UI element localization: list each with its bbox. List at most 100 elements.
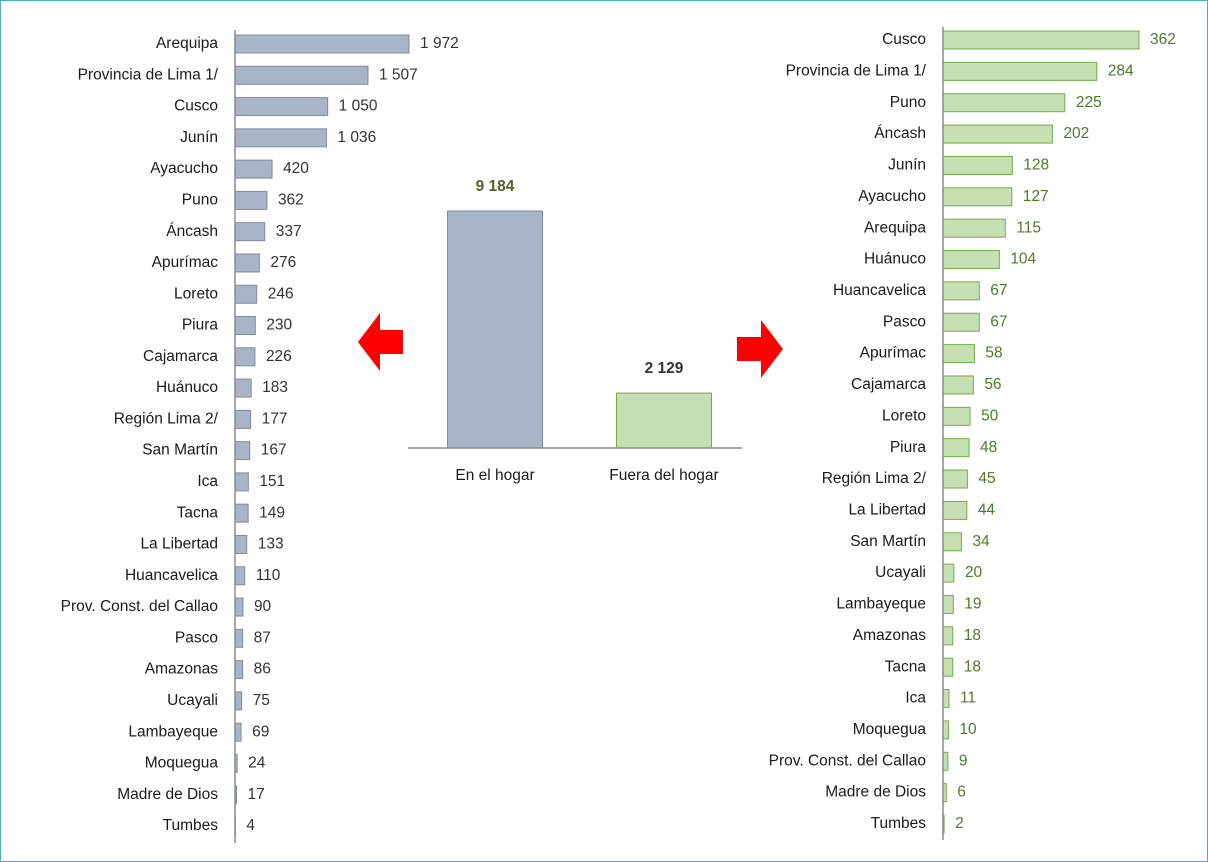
category-label: Lambayeque	[128, 723, 218, 740]
value-label: 133	[258, 536, 284, 553]
category-label: Lambayeque	[836, 596, 926, 613]
category-label: Amazonas	[145, 661, 218, 678]
category-label: Puno	[890, 94, 926, 111]
value-label: 86	[254, 661, 271, 678]
category-label: Cajamarca	[143, 348, 218, 365]
category-label: Fuera del hogar	[609, 467, 718, 484]
category-label: Loreto	[174, 285, 218, 302]
bar	[942, 469, 968, 489]
category-label: Tacna	[177, 504, 219, 521]
value-label: 44	[978, 501, 996, 518]
category-label: Moquegua	[145, 755, 219, 772]
bar	[234, 472, 249, 492]
bar	[942, 312, 980, 332]
category-label: Pasco	[175, 629, 218, 646]
bar	[234, 190, 268, 210]
value-label: 45	[978, 470, 995, 487]
bar	[234, 566, 246, 586]
category-label: Áncash	[874, 125, 926, 142]
category-label: Ica	[197, 473, 218, 490]
category-label: Loreto	[882, 407, 926, 424]
category-label: Ica	[905, 690, 926, 707]
category-label: Piura	[182, 317, 219, 334]
value-label: 127	[1023, 188, 1049, 205]
bar	[234, 534, 248, 554]
category-label: Huancavelica	[833, 282, 926, 299]
value-label: 1 050	[339, 98, 378, 115]
bar	[942, 250, 1000, 270]
bar	[942, 155, 1013, 175]
value-label: 1 507	[379, 66, 418, 83]
value-label: 10	[959, 721, 977, 738]
value-label: 284	[1108, 62, 1134, 79]
bar	[942, 500, 968, 520]
bar	[942, 61, 1098, 81]
category-label: Amazonas	[853, 627, 926, 644]
category-label: Región Lima 2/	[114, 410, 219, 427]
value-label: 9	[959, 752, 968, 769]
bar	[942, 187, 1013, 207]
bar	[234, 722, 242, 742]
bar	[942, 281, 980, 301]
value-label: 183	[262, 379, 288, 396]
bar	[234, 65, 369, 85]
category-label: Prov. Const. del Callao	[769, 752, 926, 769]
bar	[616, 392, 712, 449]
value-label: 151	[259, 473, 285, 490]
bar	[234, 409, 252, 429]
bar	[234, 628, 244, 648]
bar	[234, 34, 410, 54]
category-label: Moquegua	[853, 721, 927, 738]
value-label: 20	[965, 564, 983, 581]
category-label: San Martín	[142, 442, 218, 459]
bar	[234, 284, 258, 304]
bar	[234, 660, 244, 680]
category-label: Prov. Const. del Callao	[61, 598, 218, 615]
category-label: Provincia de Lima 1/	[786, 62, 927, 79]
value-label: 246	[268, 285, 294, 302]
category-label: Huánuco	[156, 379, 218, 396]
value-label: 18	[964, 658, 981, 675]
category-label: Áncash	[166, 223, 218, 240]
category-label: Apurímac	[152, 254, 219, 271]
bar	[234, 597, 244, 617]
category-label: Tumbes	[871, 815, 927, 832]
value-label: 177	[262, 410, 288, 427]
value-label: 58	[985, 345, 1002, 362]
bar	[234, 253, 260, 273]
value-label: 9 184	[476, 178, 515, 195]
bar	[942, 344, 975, 364]
bar	[234, 316, 256, 336]
category-label: Huancavelica	[125, 567, 218, 584]
category-label: Apurímac	[860, 345, 927, 362]
value-label: 167	[261, 442, 287, 459]
category-label: Tumbes	[163, 817, 219, 834]
value-label: 87	[254, 629, 271, 646]
category-label: Madre de Dios	[117, 786, 218, 803]
value-label: 110	[256, 567, 281, 584]
value-label: 24	[248, 755, 266, 772]
bar	[234, 97, 329, 117]
category-label: Arequipa	[156, 35, 218, 52]
value-label: 56	[984, 376, 1001, 393]
bar	[942, 93, 1066, 113]
category-label: Ayacucho	[858, 188, 926, 205]
category-label: Tacna	[885, 658, 927, 675]
value-label: 2	[955, 815, 964, 832]
value-label: 1 036	[337, 129, 376, 146]
bar	[942, 124, 1053, 144]
category-label: Arequipa	[864, 219, 926, 236]
bar	[234, 691, 243, 711]
category-label: San Martín	[850, 533, 926, 550]
category-label: En el hogar	[455, 467, 534, 484]
value-label: 104	[1010, 251, 1036, 268]
bar	[234, 222, 266, 242]
value-label: 18	[964, 627, 981, 644]
value-label: 75	[253, 692, 270, 709]
value-label: 362	[278, 191, 304, 208]
value-label: 2 129	[645, 360, 684, 377]
category-label: La Libertad	[140, 536, 218, 553]
value-label: 128	[1023, 157, 1049, 174]
category-label: Cusco	[882, 31, 926, 48]
bar	[942, 375, 974, 395]
